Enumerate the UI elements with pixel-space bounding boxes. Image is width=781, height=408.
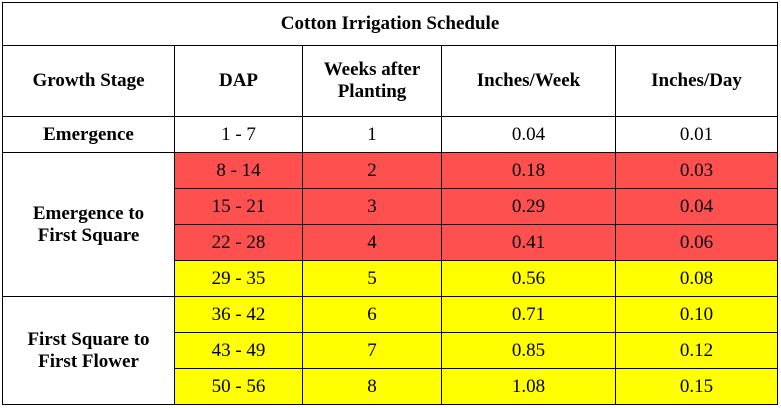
inches-week-cell: 0.71	[441, 296, 616, 333]
inches-week-cell: 1.08	[441, 368, 616, 405]
week-cell: 7	[302, 332, 442, 369]
header-inches-day: Inches/Day	[614, 45, 779, 117]
dap-cell: 22 - 28	[174, 224, 303, 261]
header-row: Growth Stage DAP Weeks after Planting In…	[2, 45, 779, 117]
header-growth-stage: Growth Stage	[2, 45, 175, 117]
week-cell: 4	[302, 224, 442, 261]
dap-cell: 15 - 21	[174, 188, 303, 225]
inches-day-cell: 0.08	[614, 260, 779, 297]
stage-first-square-to-first-flower: First Square to First Flower	[2, 296, 175, 405]
inches-day-cell: 0.06	[614, 224, 779, 261]
table-row: 50 - 56 8 1.08 0.15	[3, 368, 779, 405]
week-cell: 2	[302, 152, 442, 189]
header-dap: DAP	[174, 45, 303, 117]
title-row: Cotton Irrigation Schedule	[1, 2, 779, 46]
header-inches-week: Inches/Week	[441, 45, 616, 117]
week-cell: 1	[302, 116, 442, 153]
week-cell: 3	[302, 188, 442, 225]
inches-week-cell: 0.18	[441, 152, 616, 189]
inches-day-cell: 0.04	[614, 188, 779, 225]
dap-cell: 29 - 35	[174, 260, 303, 297]
header-weeks-line1: Weeks after	[323, 59, 421, 81]
header-weeks-after-planting: Weeks after Planting	[302, 45, 442, 117]
inches-day-cell: 0.12	[614, 332, 779, 369]
table-title: Cotton Irrigation Schedule	[1, 2, 779, 46]
inches-week-cell: 0.29	[441, 188, 616, 225]
dap-cell: 8 - 14	[174, 152, 303, 189]
week-cell: 8	[302, 368, 442, 405]
dap-cell: 43 - 49	[174, 332, 303, 369]
dap-cell: 1 - 7	[174, 116, 303, 153]
week-cell: 5	[302, 260, 442, 297]
inches-week-cell: 0.85	[441, 332, 616, 369]
inches-day-cell: 0.15	[614, 368, 779, 405]
table-row: 29 - 35 5 0.56 0.08	[3, 260, 779, 297]
inches-day-cell: 0.03	[614, 152, 779, 189]
table-row: 15 - 21 3 0.29 0.04	[3, 188, 779, 225]
stage-label-line2: First Flower	[38, 350, 139, 372]
table-row: Emergence 1 - 7 1 0.04 0.01	[2, 116, 779, 153]
dap-cell: 36 - 42	[174, 296, 303, 333]
dap-cell: 50 - 56	[174, 368, 303, 405]
inches-week-cell: 0.56	[441, 260, 616, 297]
week-cell: 6	[302, 296, 442, 333]
stage-emergence: Emergence	[2, 116, 175, 153]
inches-day-cell: 0.01	[614, 116, 779, 153]
stage-label-line2: First Square	[37, 224, 140, 246]
stage-emergence-to-first-square: Emergence to First Square	[2, 152, 175, 297]
inches-week-cell: 0.04	[441, 116, 616, 153]
inches-week-cell: 0.41	[441, 224, 616, 261]
table-row: Emergence to First Square 8 - 14 2 0.18 …	[2, 152, 779, 297]
table-row: 22 - 28 4 0.41 0.06	[3, 224, 779, 261]
stage-label-line1: First Square to	[27, 328, 150, 350]
stage-label-line1: Emergence to	[32, 202, 145, 224]
table-row: First Square to First Flower 36 - 42 6 0…	[2, 296, 779, 405]
inches-day-cell: 0.10	[614, 296, 779, 333]
table-row: 43 - 49 7 0.85 0.12	[3, 332, 779, 369]
header-weeks-line2: Planting	[337, 81, 407, 102]
